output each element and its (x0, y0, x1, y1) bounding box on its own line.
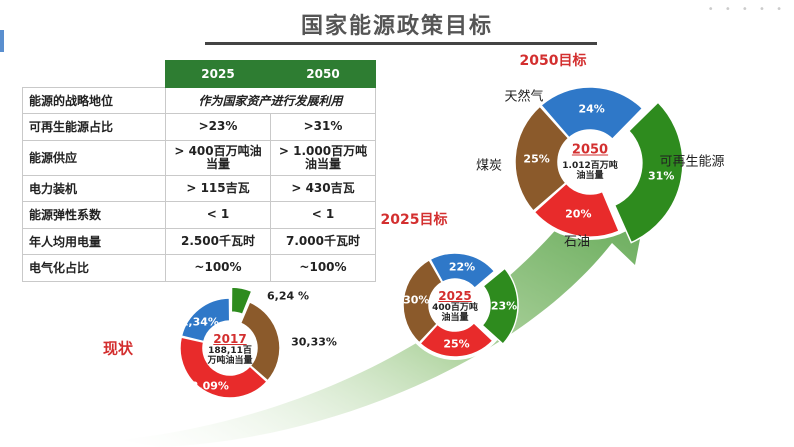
slice-renewable (230, 286, 253, 316)
table-row: 电气化占比 ~100% ~100% (22, 254, 376, 282)
cell-2025: > 400百万吨油当量 (165, 139, 271, 176)
cell-2050: < 1 (270, 201, 376, 229)
cell-2025: ~100% (165, 254, 271, 282)
slice-renewable (481, 267, 519, 346)
slice-label-oil: 20% (565, 207, 592, 221)
donut-center (204, 322, 256, 374)
slice-label-renewable: 6,24 % (267, 289, 309, 303)
center-text: 400百万吨油当量 (432, 303, 478, 323)
window-dots-icon: • • • • • (707, 4, 786, 15)
slice-label-oil: 42,09% (183, 379, 229, 393)
cell-2025: < 1 (165, 201, 271, 229)
table-header-blank (22, 60, 166, 87)
edge-accent-bar (0, 30, 4, 52)
slice-coal (239, 301, 281, 382)
merged-cell: 作为国家资产进行发展利用 (165, 86, 376, 114)
slice-label-coal: 30% (403, 293, 430, 307)
slice-label-gas: 21,34% (173, 315, 219, 329)
table-row: 能源供应 > 400百万吨油当量 > 1.000百万吨油当量 (22, 139, 376, 176)
cell-2050: ~100% (270, 254, 376, 282)
category-name-renewable: 可再生能源 (659, 154, 725, 170)
slice-gas (180, 297, 231, 343)
row-label: 能源供应 (22, 139, 166, 176)
center-year: 2050 (571, 142, 609, 158)
category-name-coal: 煤炭 (475, 158, 503, 174)
donut-center (559, 131, 621, 193)
row-label: 电力装机 (22, 174, 166, 202)
center-year: 2025 (438, 289, 472, 303)
slice-label-gas: 22% (448, 260, 476, 274)
cell-2025: > 115吉瓦 (165, 174, 271, 202)
center-text: 1.012百万吨油当量 (562, 161, 618, 181)
chart-tag: 2050目标 (519, 53, 587, 69)
cell-2050: >31% (270, 113, 376, 141)
policy-table: 2025 2050 能源的战略地位 作为国家资产进行发展利用 可再生能源占比 >… (22, 60, 376, 282)
slice-label-renewable: 31% (648, 169, 675, 183)
slice-oil (179, 336, 269, 399)
slice-coal (402, 258, 444, 344)
slice-oil (533, 182, 621, 238)
growth-arrow (120, 135, 660, 447)
row-label: 年人均用电量 (22, 227, 166, 255)
donut-center (430, 280, 480, 330)
center-year: 2017 (213, 332, 247, 346)
page-title: 国家能源政策目标 (300, 14, 493, 39)
table-row: 能源的战略地位 作为国家资产进行发展利用 (22, 86, 376, 114)
table-row: 电力装机 > 115吉瓦 > 430吉瓦 (22, 174, 376, 202)
slice-oil (419, 321, 494, 358)
slice-gas (429, 252, 496, 290)
row-label: 能源的战略地位 (22, 86, 166, 114)
cell-2050: > 430吉瓦 (270, 174, 376, 202)
title-underline (205, 42, 597, 45)
table-header-2025: 2025 (165, 60, 271, 88)
table-row: 能源弹性系数 < 1 < 1 (22, 201, 376, 229)
category-name-gas: 天然气 (504, 89, 544, 105)
slice-label-renewable: 23% (490, 299, 518, 313)
slice-gas (539, 86, 644, 141)
slice-label-coal: 30,33% (291, 335, 337, 349)
slice-coal (514, 105, 570, 213)
center-text: 188,11百万吨油当量 (207, 346, 253, 366)
slice-label-gas: 24% (578, 102, 605, 116)
cell-2025: 2.500千瓦时 (165, 227, 271, 255)
category-name-oil: 石油 (563, 234, 591, 250)
table-header-row: 2025 2050 (22, 60, 376, 88)
table-row: 年人均用电量 2.500千瓦时 7.000千瓦时 (22, 227, 376, 255)
slice-renewable (613, 101, 684, 244)
table-header-2050: 2050 (270, 60, 376, 88)
cell-2025: >23% (165, 113, 271, 141)
row-label: 电气化占比 (22, 254, 166, 282)
slice-label-oil: 25% (443, 337, 470, 351)
cell-2050: > 1.000百万吨油当量 (270, 139, 376, 176)
chart-tag: 现状 (102, 339, 134, 358)
chart-tag: 2025目标 (380, 212, 448, 228)
slice-label-coal: 25% (523, 152, 550, 166)
cell-2050: 7.000千瓦时 (270, 227, 376, 255)
